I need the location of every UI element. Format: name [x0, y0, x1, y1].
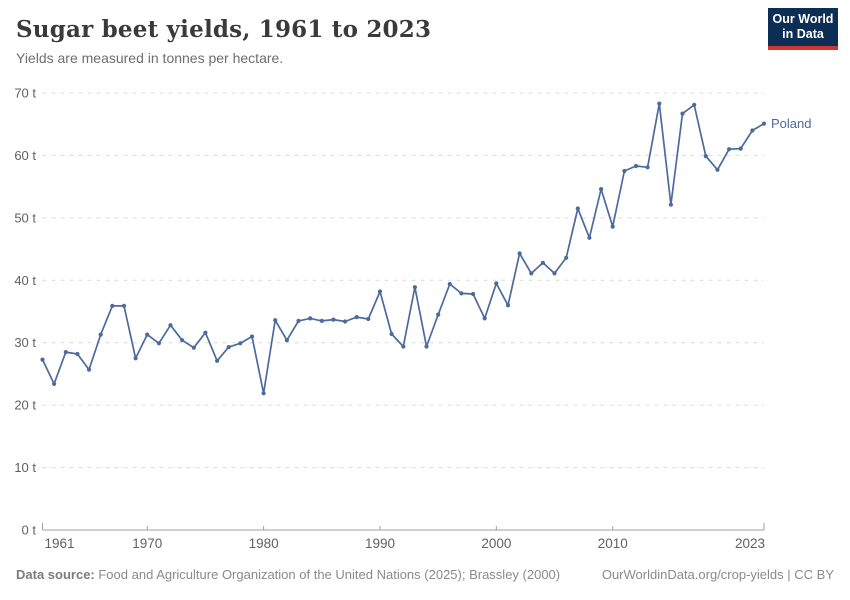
data-point[interactable]	[436, 312, 441, 317]
data-point[interactable]	[645, 165, 650, 170]
data-point[interactable]	[110, 303, 115, 308]
data-point[interactable]	[575, 206, 580, 211]
data-point[interactable]	[599, 187, 604, 192]
data-point[interactable]	[98, 332, 103, 337]
data-point[interactable]	[354, 315, 359, 320]
data-point[interactable]	[668, 202, 674, 207]
data-point[interactable]	[168, 323, 173, 328]
data-point[interactable]	[249, 334, 255, 339]
data-point[interactable]	[517, 251, 522, 256]
data-point[interactable]	[471, 291, 476, 297]
data-point[interactable]	[308, 316, 313, 321]
y-axis-label: 40 t	[14, 273, 36, 288]
data-point[interactable]	[447, 281, 452, 287]
data-point[interactable]	[319, 318, 324, 323]
data-point[interactable]	[52, 381, 57, 386]
data-point[interactable]	[180, 338, 185, 343]
chart-subtitle: Yields are measured in tonnes per hectar…	[16, 50, 284, 66]
data-point[interactable]	[86, 367, 92, 372]
data-point[interactable]	[191, 345, 196, 350]
data-point[interactable]	[610, 224, 615, 229]
logo-line1: Our World	[772, 11, 834, 26]
data-point[interactable]	[424, 344, 429, 349]
y-axis-label: 60 t	[14, 148, 36, 163]
data-source-label: Data source:	[16, 567, 95, 582]
data-point[interactable]	[633, 163, 639, 169]
data-point[interactable]	[121, 303, 127, 308]
y-axis-label: 30 t	[14, 335, 36, 350]
logo-line2: in Data	[782, 27, 824, 41]
data-point[interactable]	[145, 332, 150, 337]
data-point[interactable]	[552, 271, 557, 276]
data-point[interactable]	[75, 351, 80, 357]
data-point[interactable]	[692, 102, 697, 107]
x-axis-label: 2000	[481, 536, 511, 551]
data-point[interactable]	[296, 318, 301, 323]
data-point[interactable]	[738, 146, 743, 151]
y-axis-label: 0 t	[22, 523, 37, 538]
data-source-text: Food and Agriculture Organization of the…	[94, 567, 561, 582]
x-axis-label: 2010	[598, 536, 628, 551]
page-title: Sugar beet yields, 1961 to 2023	[16, 16, 432, 43]
data-point[interactable]	[284, 338, 289, 343]
data-point[interactable]	[680, 111, 685, 116]
data-point[interactable]	[505, 303, 511, 308]
data-point[interactable]	[459, 291, 464, 296]
chart-canvas[interactable]: 0 t 10 t 20 t 30 t 40 t 50 t 60 t 70 t 1961 1970 1…	[0, 80, 850, 555]
data-point[interactable]	[727, 147, 732, 152]
x-axis-label: 2023	[735, 536, 765, 551]
data-point[interactable]	[389, 331, 394, 337]
data-point[interactable]	[494, 281, 499, 286]
data-point[interactable]	[63, 350, 68, 355]
owid-url-license[interactable]: OurWorldinData.org/crop-yields | CC BY	[601, 567, 834, 582]
data-point[interactable]	[761, 121, 767, 126]
data-point[interactable]	[529, 271, 534, 276]
data-point[interactable]	[331, 317, 336, 322]
x-axis-label: 1970	[132, 536, 162, 551]
data-point[interactable]	[401, 344, 406, 349]
data-point[interactable]	[273, 318, 278, 323]
data-point[interactable]	[366, 316, 371, 322]
data-point[interactable]	[564, 255, 569, 260]
data-source-note: Data source: Food and Agriculture Organi…	[16, 567, 560, 582]
data-point[interactable]	[622, 168, 627, 174]
data-point[interactable]	[715, 167, 720, 172]
y-axis-label: 10 t	[14, 460, 36, 475]
data-point[interactable]	[482, 316, 487, 321]
x-axis-label: 1980	[249, 536, 279, 551]
data-point[interactable]	[226, 345, 231, 350]
data-point[interactable]	[703, 154, 708, 159]
data-point[interactable]	[215, 358, 220, 363]
data-point[interactable]	[587, 235, 592, 240]
data-point[interactable]	[203, 330, 208, 335]
data-point[interactable]	[343, 319, 348, 324]
data-point[interactable]	[750, 128, 755, 133]
y-axis-label: 70 t	[14, 86, 36, 101]
line-chart[interactable]: 0 t 10 t 20 t 30 t 40 t 50 t 60 t 70 t 1961 1970 1…	[0, 80, 850, 555]
data-point[interactable]	[377, 289, 383, 294]
y-axis-label: 20 t	[14, 398, 36, 413]
series-label[interactable]: Poland	[771, 116, 811, 131]
x-axis-label: 1990	[365, 536, 395, 551]
data-point[interactable]	[133, 356, 138, 361]
x-axis-label: 1961	[44, 536, 74, 551]
data-point[interactable]	[156, 341, 161, 346]
data-point[interactable]	[657, 101, 662, 106]
data-point[interactable]	[412, 285, 417, 290]
data-point[interactable]	[261, 391, 266, 396]
data-point[interactable]	[238, 341, 243, 346]
y-axis-label: 50 t	[14, 210, 36, 225]
owid-logo: Our World in Data	[768, 8, 838, 50]
chart-footer: Data source: Food and Agriculture Organi…	[16, 567, 834, 582]
data-point[interactable]	[540, 260, 546, 265]
data-point[interactable]	[40, 357, 45, 362]
series-line[interactable]	[41, 102, 765, 395]
